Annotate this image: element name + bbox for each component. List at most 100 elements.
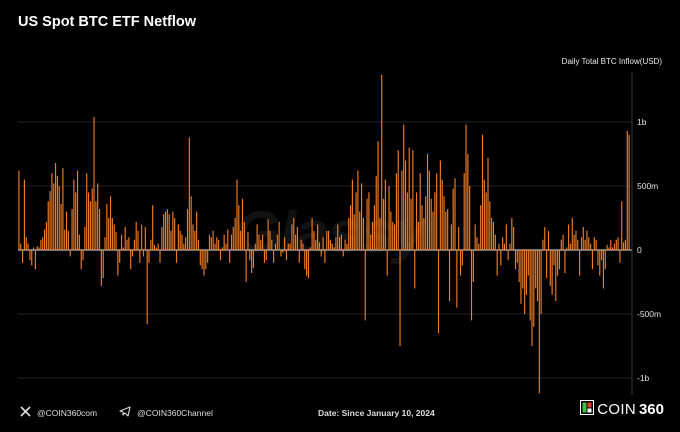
bar — [249, 250, 251, 261]
bar — [520, 250, 522, 304]
bar — [342, 250, 344, 257]
bar — [371, 221, 374, 250]
bar — [555, 250, 557, 302]
bar — [514, 250, 517, 270]
bar — [223, 234, 225, 250]
bar — [109, 196, 112, 250]
bar — [366, 198, 368, 250]
bar — [179, 230, 181, 250]
bar — [284, 237, 286, 250]
bar — [584, 239, 586, 250]
bar — [384, 179, 386, 250]
bar — [568, 224, 570, 250]
bar — [252, 250, 255, 268]
bar — [373, 205, 375, 250]
bar — [313, 230, 315, 250]
bar — [212, 230, 214, 250]
bar — [23, 179, 25, 250]
bar — [306, 250, 308, 276]
bar — [445, 211, 447, 250]
bar — [337, 224, 339, 250]
bar — [47, 201, 49, 250]
bar — [357, 170, 359, 250]
bar — [604, 250, 606, 270]
bar — [328, 230, 330, 250]
bar — [117, 250, 119, 276]
bar — [315, 239, 317, 250]
bar — [500, 250, 502, 266]
bar — [163, 214, 165, 250]
bar — [423, 218, 425, 250]
bar — [606, 244, 608, 250]
bar — [296, 226, 298, 250]
coin360-logo: COIN 360 — [580, 400, 664, 419]
bar — [122, 247, 124, 250]
social-links: @COIN360com @COIN360Channel — [20, 406, 213, 419]
bar — [395, 173, 397, 250]
bar — [181, 234, 183, 250]
bar — [626, 130, 628, 250]
bar — [36, 246, 38, 250]
bar — [350, 205, 352, 250]
bar — [274, 243, 277, 250]
bar — [518, 250, 520, 282]
bar — [40, 239, 42, 250]
bar — [53, 183, 55, 250]
bar — [617, 237, 619, 250]
bar — [185, 237, 187, 250]
bar — [166, 209, 168, 250]
bar — [152, 205, 154, 250]
bar — [245, 250, 247, 282]
bar — [236, 179, 238, 250]
bar — [56, 175, 58, 250]
bar — [577, 239, 579, 250]
bar — [115, 232, 117, 250]
bar — [320, 250, 322, 257]
bar — [419, 173, 421, 250]
bar — [461, 250, 463, 266]
bar — [377, 141, 379, 250]
bar — [58, 186, 60, 250]
bar — [75, 192, 77, 250]
bar — [135, 221, 137, 250]
bar — [340, 234, 342, 250]
bar — [78, 234, 80, 250]
bar — [610, 239, 612, 250]
bar — [282, 250, 284, 253]
bar — [64, 229, 66, 250]
bar — [273, 250, 275, 263]
bar — [470, 250, 473, 321]
bar — [307, 250, 309, 279]
bar — [553, 250, 555, 266]
telegram-handle: @COIN360Channel — [137, 407, 213, 418]
bar — [318, 242, 320, 250]
bar — [360, 183, 363, 250]
bar — [562, 234, 564, 250]
bar — [454, 178, 456, 250]
bar — [247, 232, 249, 250]
date-note: Date: Since January 10, 2024 — [318, 408, 435, 418]
bar — [355, 192, 357, 250]
bar — [613, 243, 615, 250]
bar — [498, 243, 500, 250]
bar — [474, 224, 476, 250]
bar — [381, 74, 383, 250]
bar — [128, 237, 130, 250]
bar — [29, 250, 31, 261]
bar — [251, 250, 253, 274]
bar — [546, 250, 548, 279]
bar — [106, 203, 108, 250]
bar — [628, 134, 630, 250]
page-title: US Spot BTC ETF Netflow — [18, 14, 197, 30]
telegram-icon — [119, 406, 131, 419]
bar — [54, 162, 57, 250]
bar — [452, 188, 454, 250]
bar — [415, 192, 418, 250]
bar — [240, 230, 242, 250]
bar — [331, 243, 333, 250]
bar — [522, 250, 524, 289]
bar — [425, 196, 427, 250]
bar — [348, 218, 350, 250]
bar — [359, 211, 361, 250]
bar — [601, 250, 603, 261]
